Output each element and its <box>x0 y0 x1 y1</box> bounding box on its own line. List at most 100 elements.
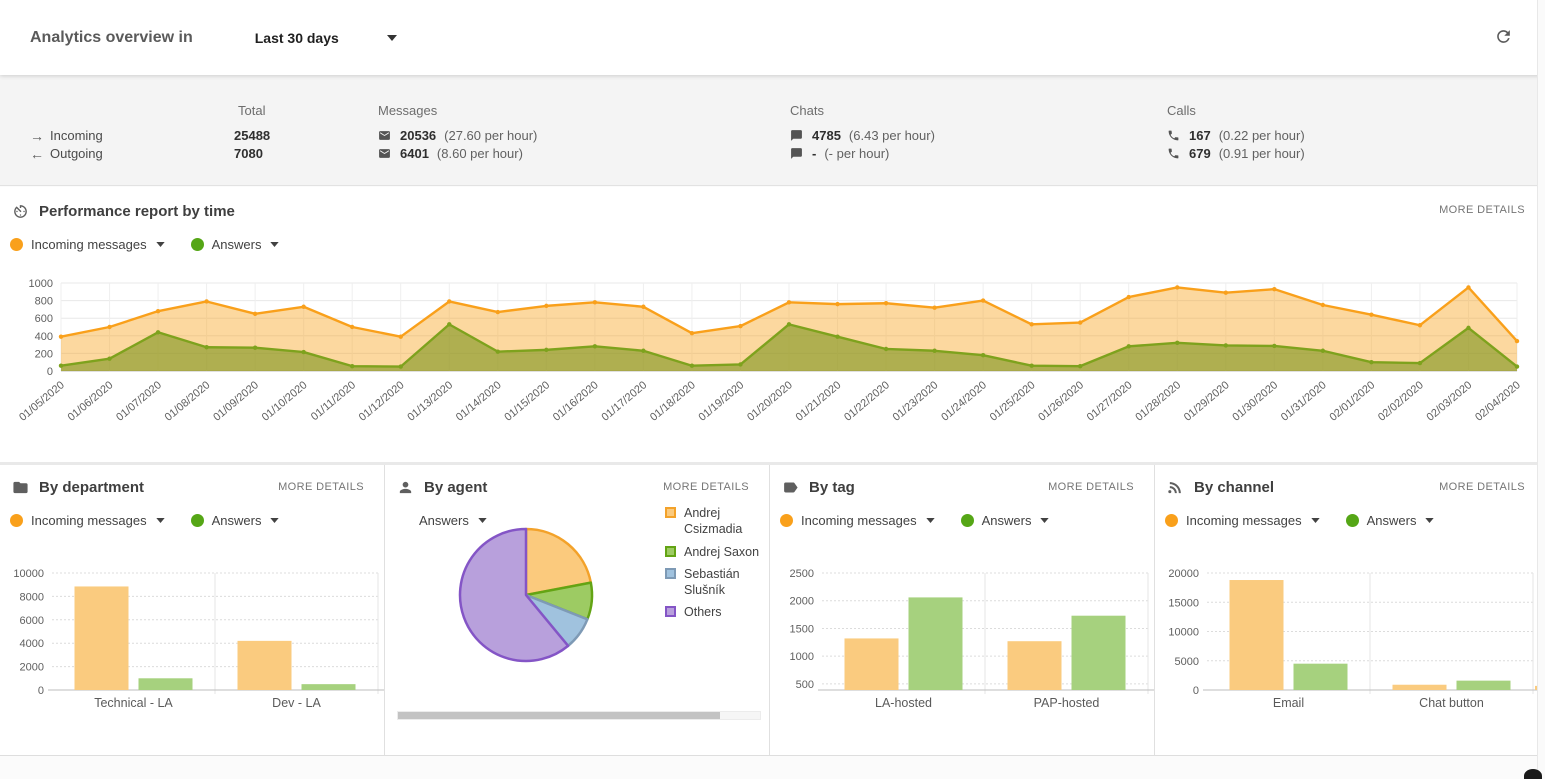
svg-text:2000: 2000 <box>20 662 44 674</box>
channel-bar-chart: 0 5000 10000 15000 20000 Email Chat button <box>1157 557 1545 720</box>
folder-icon <box>12 479 29 496</box>
department-bar-chart: 0 2000 4000 6000 8000 10000 Technical - LA Dev … <box>2 557 385 720</box>
agent-metric-value: Answers <box>419 513 469 528</box>
svg-text:02/03/2020: 02/03/2020 <box>1425 379 1475 424</box>
svg-text:01/28/2020: 01/28/2020 <box>1133 379 1183 424</box>
tag-more-details-link[interactable]: MORE DETAILS <box>1048 481 1134 493</box>
tag-legend: Incoming messages Answers <box>780 513 1075 528</box>
stat-value: 6401 <box>400 146 429 161</box>
stat-value: 679 <box>1189 146 1211 161</box>
performance-panel-title: Performance report by time <box>39 203 235 220</box>
svg-text:1000: 1000 <box>790 651 814 663</box>
date-range-value: Last 30 days <box>254 29 339 46</box>
stat-value: 4785 <box>812 128 841 143</box>
svg-text:0: 0 <box>38 685 44 697</box>
pie-legend-swatch <box>665 606 676 618</box>
department-more-details-link[interactable]: MORE DETAILS <box>278 481 364 493</box>
agent-metric-dropdown[interactable]: Answers <box>419 513 487 528</box>
pie-legend-item-andrej-saxon: Andrej Saxon <box>665 544 761 560</box>
chevron-down-icon <box>155 242 165 247</box>
svg-text:01/11/2020: 01/11/2020 <box>309 379 358 423</box>
stat-calls-outgoing: 679 (0.91 per hour) <box>1167 145 1305 162</box>
time-chart-svg: 0200400600800100001/05/202001/06/202001/… <box>17 278 1523 424</box>
svg-text:01/10/2020: 01/10/2020 <box>260 379 310 424</box>
svg-text:15000: 15000 <box>1168 597 1199 609</box>
svg-text:01/23/2020: 01/23/2020 <box>891 379 941 424</box>
legend-label: Incoming messages <box>1186 513 1302 528</box>
scrollbar-thumb[interactable] <box>398 712 721 719</box>
chevron-down-icon <box>1310 518 1320 523</box>
svg-text:02/01/2020: 02/01/2020 <box>1327 379 1377 424</box>
performance-panel-header: Performance report by time <box>12 203 235 220</box>
chat-icon <box>791 148 802 159</box>
agent-pie-legend: Andrej Csizmadia Andrej Saxon Sebastián Sl… <box>665 505 761 627</box>
chevron-down-icon <box>386 34 397 41</box>
svg-text:500: 500 <box>796 679 814 691</box>
svg-text:01/12/2020: 01/12/2020 <box>357 379 407 424</box>
legend-item-answers[interactable]: Answers <box>960 513 1050 528</box>
svg-text:20000: 20000 <box>1168 568 1199 580</box>
date-range-dropdown[interactable]: Last 30 days <box>255 30 397 46</box>
stat-value: 167 <box>1189 128 1211 143</box>
refresh-button[interactable] <box>1490 23 1517 53</box>
svg-text:200: 200 <box>35 348 53 360</box>
stat-rate: (27.60 per hour) <box>444 128 538 143</box>
chevron-down-icon <box>478 518 487 523</box>
legend-item-answers[interactable]: Answers <box>190 237 280 252</box>
svg-text:6000: 6000 <box>20 615 44 627</box>
chevron-down-icon <box>270 242 280 247</box>
legend-item-incoming-messages[interactable]: Incoming messages <box>10 237 165 252</box>
svg-text:01/20/2020: 01/20/2020 <box>745 379 795 424</box>
stat-header-messages: Messages <box>378 103 438 118</box>
svg-text:01/13/2020: 01/13/2020 <box>405 379 455 424</box>
section-divider <box>0 462 1545 465</box>
top-bar: Analytics overview in Last 30 days <box>0 0 1545 75</box>
legend-dot <box>10 238 23 251</box>
phone-icon <box>1168 130 1179 141</box>
stat-rate: (6.43 per hour) <box>848 128 935 143</box>
svg-text:01/15/2020: 01/15/2020 <box>502 379 552 424</box>
legend-item-answers[interactable]: Answers <box>190 513 280 528</box>
agent-more-details-link[interactable]: MORE DETAILS <box>663 481 749 493</box>
legend-item-incoming-messages[interactable]: Incoming messages <box>1165 513 1320 528</box>
legend-dot <box>780 514 793 527</box>
stat-messages-outgoing: 6401 (8.60 per hour) <box>378 145 523 162</box>
envelope-icon <box>379 149 390 158</box>
stat-header-calls: Calls <box>1167 103 1196 118</box>
incoming-row-label: → Incoming <box>30 127 103 144</box>
svg-text:1000: 1000 <box>29 278 53 290</box>
svg-text:01/31/2020: 01/31/2020 <box>1279 379 1329 424</box>
channel-more-details-link[interactable]: MORE DETAILS <box>1439 481 1525 493</box>
pie-legend-item-others: Others <box>665 604 761 620</box>
svg-text:01/18/2020: 01/18/2020 <box>648 379 698 424</box>
department-legend: Incoming messages Answers <box>10 513 305 528</box>
svg-text:01/29/2020: 01/29/2020 <box>1182 379 1232 424</box>
breakdown-panels-row: By department MORE DETAILS Incoming mess… <box>0 465 1545 756</box>
stat-rate: (0.22 per hour) <box>1218 128 1305 143</box>
stat-header-total: Total <box>238 103 266 118</box>
stat-chats-incoming: 4785 (6.43 per hour) <box>790 127 935 144</box>
rss-icon <box>1167 479 1184 496</box>
phone-icon <box>1168 148 1179 159</box>
outgoing-row-label: ← Outgoing <box>30 145 103 162</box>
legend-dot <box>1165 514 1178 527</box>
outgoing-label: Outgoing <box>50 146 103 161</box>
chevron-down-icon <box>1040 518 1050 523</box>
performance-more-details-link[interactable]: MORE DETAILS <box>1439 204 1525 216</box>
svg-text:Dev - LA: Dev - LA <box>272 696 321 710</box>
page-scrollbar[interactable] <box>1537 0 1545 779</box>
stat-rate: (8.60 per hour) <box>436 146 523 161</box>
legend-dot <box>960 514 974 527</box>
legend-item-answers[interactable]: Answers <box>1345 513 1435 528</box>
envelope-icon <box>379 131 390 140</box>
pie-legend-swatch <box>665 545 676 557</box>
legend-item-incoming-messages[interactable]: Incoming messages <box>780 513 935 528</box>
legend-dot <box>190 514 204 527</box>
performance-report-panel: Performance report by time MORE DETAILS … <box>0 187 1545 462</box>
by-tag-panel: By tag MORE DETAILS Incoming messages Ans… <box>770 465 1155 755</box>
legend-item-incoming-messages[interactable]: Incoming messages <box>10 513 165 528</box>
stat-value: 25488 <box>234 128 271 143</box>
pie-legend-swatch <box>665 507 676 518</box>
svg-text:01/27/2020: 01/27/2020 <box>1085 379 1135 424</box>
